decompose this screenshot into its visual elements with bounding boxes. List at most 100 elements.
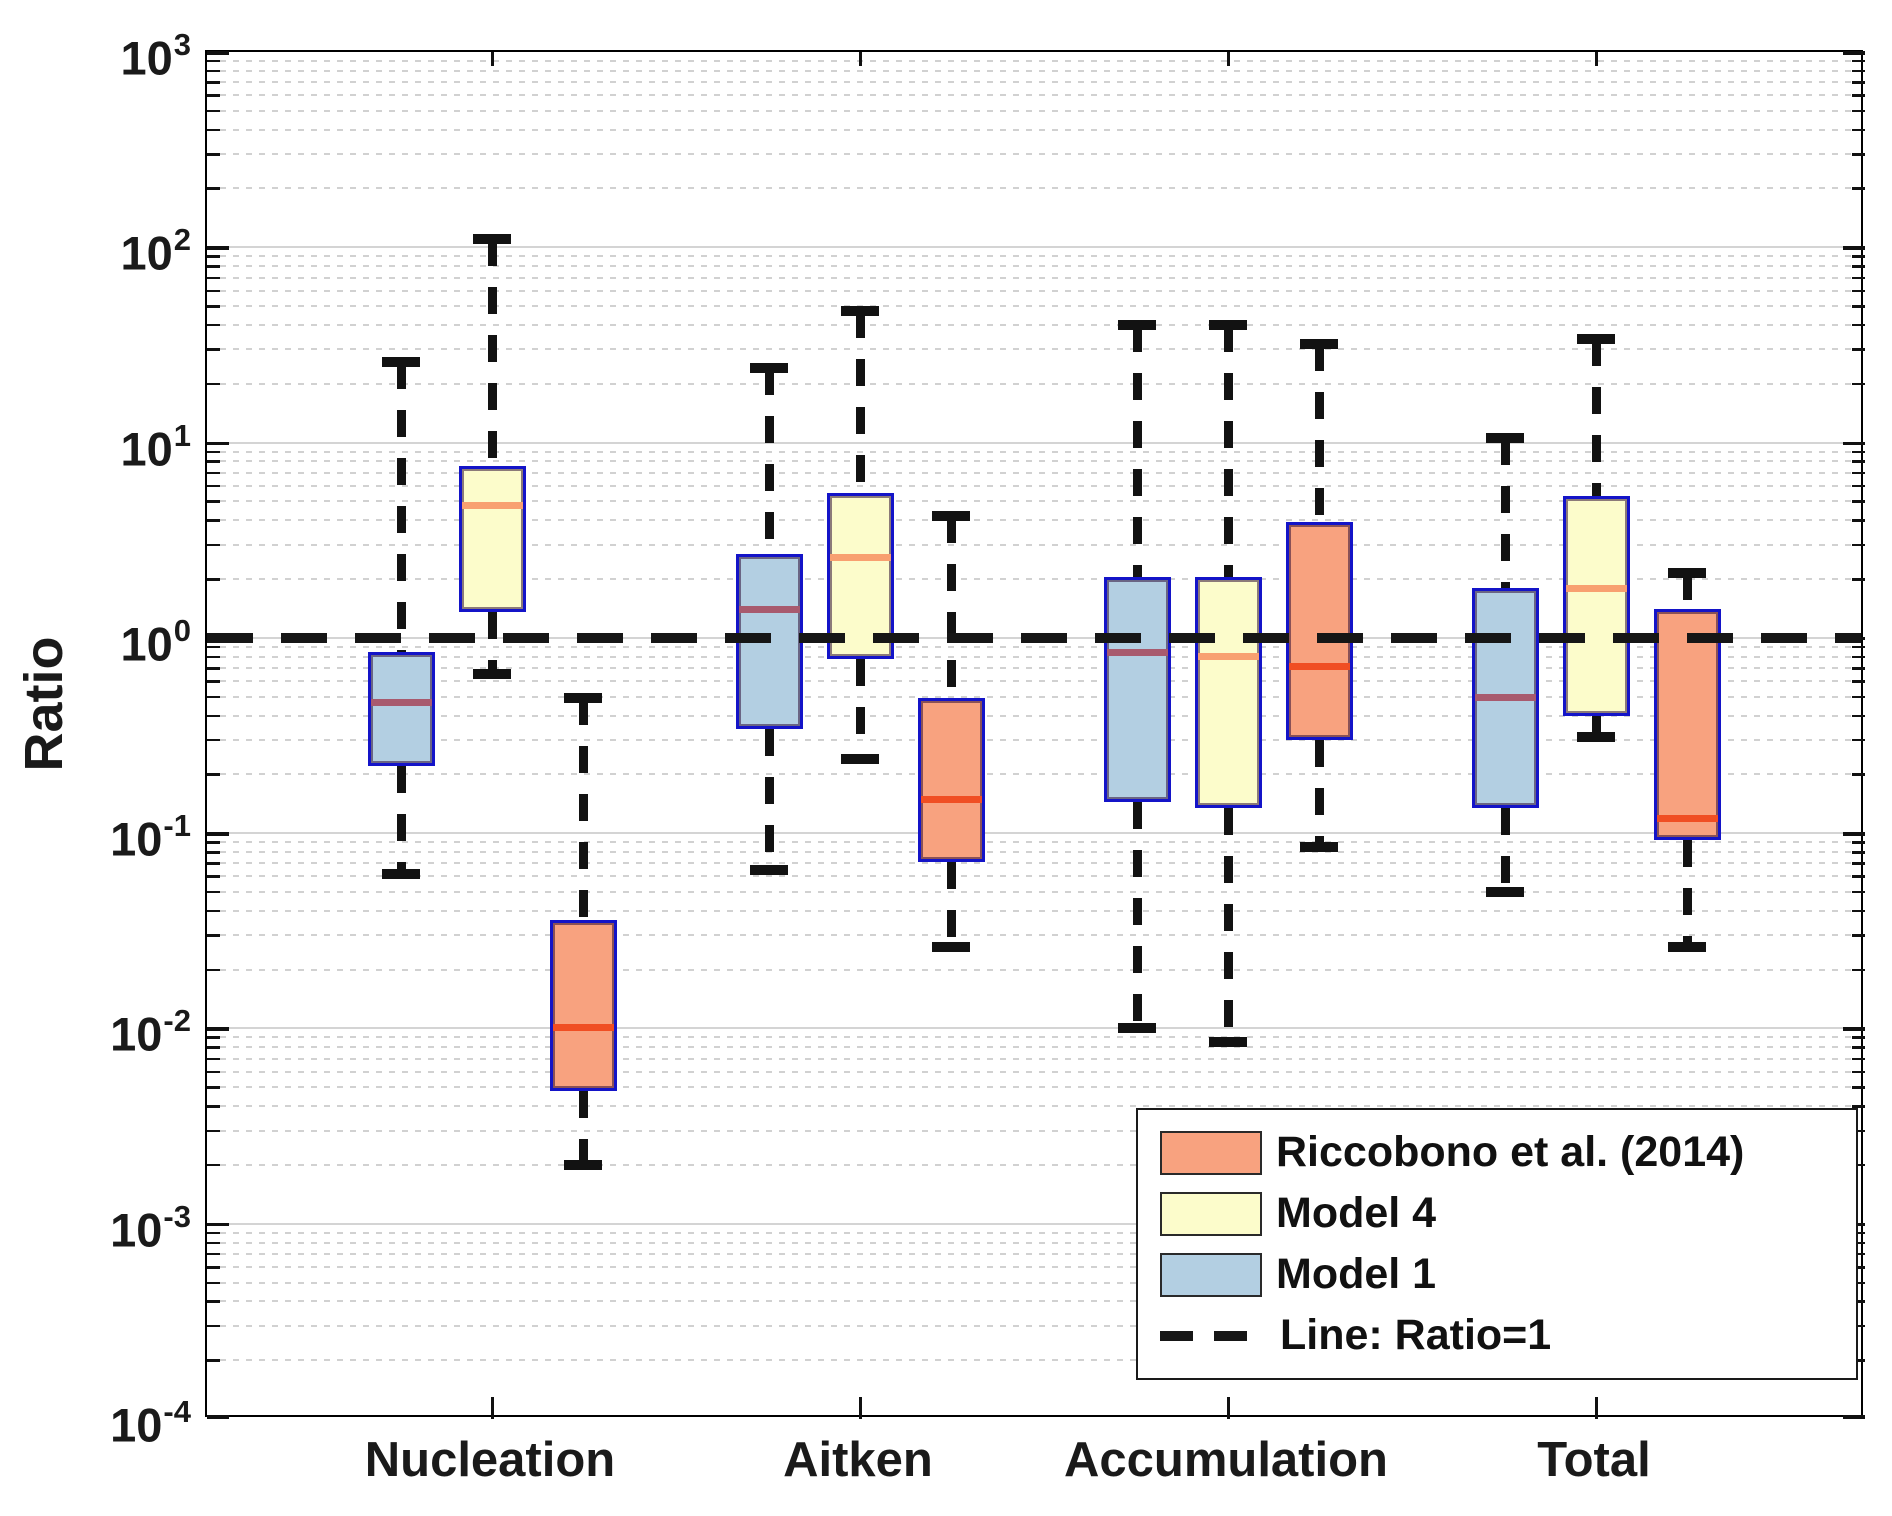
- y-tick-label: 103: [120, 27, 191, 85]
- axis-tick: [207, 578, 220, 581]
- whisker-lower: [1682, 840, 1692, 948]
- legend-label: Model 4: [1276, 1189, 1437, 1237]
- legend-row: Line: Ratio=1: [1160, 1310, 1856, 1362]
- median-line: [829, 553, 891, 561]
- axis-tick: [207, 460, 220, 463]
- whisker-lower: [396, 766, 406, 874]
- median-line: [370, 698, 432, 706]
- whisker-lower: [855, 658, 865, 759]
- whisker-lower: [487, 612, 497, 675]
- gridline-minor: [207, 695, 1861, 698]
- whisker-cap-lower: [1300, 841, 1338, 852]
- gridline-minor: [207, 841, 1861, 844]
- gridline-minor: [207, 543, 1861, 546]
- gridline-minor: [207, 323, 1861, 326]
- whisker-cap-upper: [1668, 567, 1706, 578]
- y-tick-label: 10-4: [110, 1394, 191, 1452]
- gridline-minor: [207, 968, 1861, 971]
- whisker-cap-upper: [841, 306, 879, 317]
- whisker-cap-lower: [750, 864, 788, 875]
- gridline-minor: [207, 153, 1861, 156]
- axis-tick: [1852, 471, 1865, 475]
- gridline-minor: [207, 255, 1861, 258]
- axis-tick: [1852, 1163, 1865, 1167]
- axis-tick: [207, 289, 220, 293]
- y-tick-label: 10-2: [110, 1003, 191, 1062]
- gridline-minor: [207, 738, 1861, 741]
- axis-tick: [1852, 153, 1865, 156]
- gridline-minor: [207, 450, 1861, 453]
- whisker-cap-upper: [1209, 319, 1247, 330]
- y-tick-label: 101: [120, 417, 191, 476]
- whisker-cap-lower: [564, 1159, 602, 1170]
- axis-tick: [1852, 1129, 1865, 1133]
- axis-tick: [207, 968, 220, 972]
- median-line: [738, 606, 800, 614]
- box-riccobono-et-al-2014-: [1653, 609, 1721, 841]
- gridline-minor: [207, 265, 1861, 268]
- median-line: [552, 1023, 614, 1031]
- axis-tick: [207, 695, 220, 699]
- whisker-cap-upper: [750, 363, 788, 374]
- axis-tick: [207, 667, 220, 670]
- gridline-minor: [207, 1252, 1861, 1255]
- gridline-minor: [207, 500, 1861, 503]
- whisker-upper: [1314, 343, 1324, 523]
- axis-tick: [207, 305, 220, 308]
- axis-tick: [1852, 519, 1865, 522]
- axis-tick: [207, 51, 229, 55]
- legend-label: Line: Ratio=1: [1280, 1311, 1552, 1359]
- axis-tick: [490, 52, 494, 66]
- axis-tick: [207, 348, 220, 351]
- gridline-minor: [207, 1036, 1861, 1039]
- axis-tick: [207, 484, 220, 488]
- axis-tick: [207, 841, 220, 844]
- axis-tick: [207, 851, 220, 854]
- x-tick-label-nucleation: Nucleation: [364, 1433, 616, 1487]
- legend: Riccobono et al. (2014) Model 4 Model 1 Lin…: [1136, 1108, 1858, 1380]
- axis-tick: [207, 875, 220, 878]
- whisker-cap-upper: [932, 511, 970, 522]
- axis-tick: [207, 1036, 220, 1039]
- axis-tick: [207, 382, 220, 386]
- axis-tick: [207, 1281, 220, 1284]
- axis-tick: [1852, 890, 1865, 894]
- gridline-major: [207, 832, 1861, 835]
- axis-tick: [207, 1163, 220, 1167]
- whisker-cap-upper: [1300, 338, 1338, 349]
- gridline-minor: [207, 1324, 1861, 1327]
- axis-tick: [1852, 1046, 1865, 1049]
- axis-tick: [1843, 441, 1865, 446]
- y-tick-label: 10-1: [110, 808, 191, 866]
- axis-tick: [1852, 655, 1865, 659]
- axis-tick: [1852, 500, 1865, 503]
- axis-tick: [1852, 484, 1865, 488]
- median-line: [1288, 662, 1350, 670]
- gridline-minor: [207, 667, 1861, 670]
- axis-tick: [1852, 109, 1865, 113]
- whisker-upper: [396, 361, 406, 652]
- axis-tick: [207, 246, 229, 250]
- legend-row: Riccobono et al. (2014): [1160, 1127, 1856, 1179]
- legend-label: Riccobono et al. (2014): [1276, 1128, 1745, 1176]
- axis-tick: [1852, 1300, 1865, 1303]
- legend-dash-sample: [1160, 1330, 1266, 1341]
- axis-tick: [207, 862, 220, 865]
- axis-tick: [1852, 276, 1865, 280]
- whisker-upper: [1500, 438, 1510, 588]
- gridline-minor: [207, 109, 1861, 112]
- ratio-reference-line: [207, 632, 1861, 643]
- box-model-4: [458, 465, 526, 613]
- axis-tick: [1852, 1105, 1865, 1108]
- whisker-upper: [487, 239, 497, 466]
- axis-tick: [1852, 348, 1865, 351]
- y-tick-label: 100: [120, 612, 191, 671]
- median-line: [461, 501, 523, 509]
- gridline-minor: [207, 94, 1861, 97]
- axis-tick: [207, 153, 220, 156]
- gridline-minor: [207, 59, 1861, 62]
- gridline-major: [207, 441, 1861, 444]
- whisker-cap-lower: [1486, 886, 1524, 897]
- axis-tick: [207, 1415, 229, 1419]
- box-riccobono-et-al-2014-: [549, 919, 617, 1091]
